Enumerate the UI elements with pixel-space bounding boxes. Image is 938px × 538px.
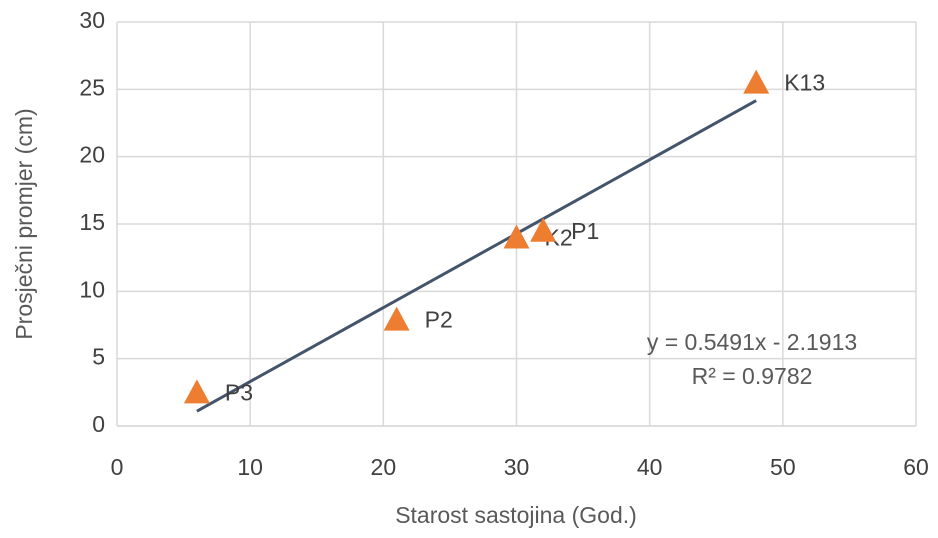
x-tick-label: 30 [504,454,530,480]
y-tick-label: 10 [79,276,105,302]
point [530,217,557,242]
y-tick-label: 30 [79,7,105,33]
x-tick-label: 20 [371,454,397,480]
point [503,224,530,249]
y-axis-title: Prosječni promjer (cm) [11,108,37,339]
point [743,69,770,94]
trendline-r2: R² = 0.9782 [692,363,813,389]
x-tick-label: 50 [770,454,796,480]
x-axis-title: Starost sastojina (God.) [395,502,637,528]
x-tick-label: 40 [637,454,663,480]
x-tick-label: 0 [111,454,124,480]
y-tick-label: 5 [92,344,105,370]
point-label: P3 [225,379,253,405]
point-label: P2 [425,307,453,333]
x-tick-label: 10 [237,454,263,480]
trendline [196,99,757,413]
y-tick-label: 0 [92,411,105,437]
point [183,379,210,404]
y-tick-label: 15 [79,209,105,235]
point-label: P1 [571,218,599,244]
point [383,306,410,331]
y-tick-label: 25 [79,74,105,100]
x-tick-label: 60 [903,454,929,480]
trendline-equation: y = 0.5491x - 2.1913 [647,329,857,355]
y-tick-label: 20 [79,142,105,168]
point-label: K13 [784,70,825,96]
